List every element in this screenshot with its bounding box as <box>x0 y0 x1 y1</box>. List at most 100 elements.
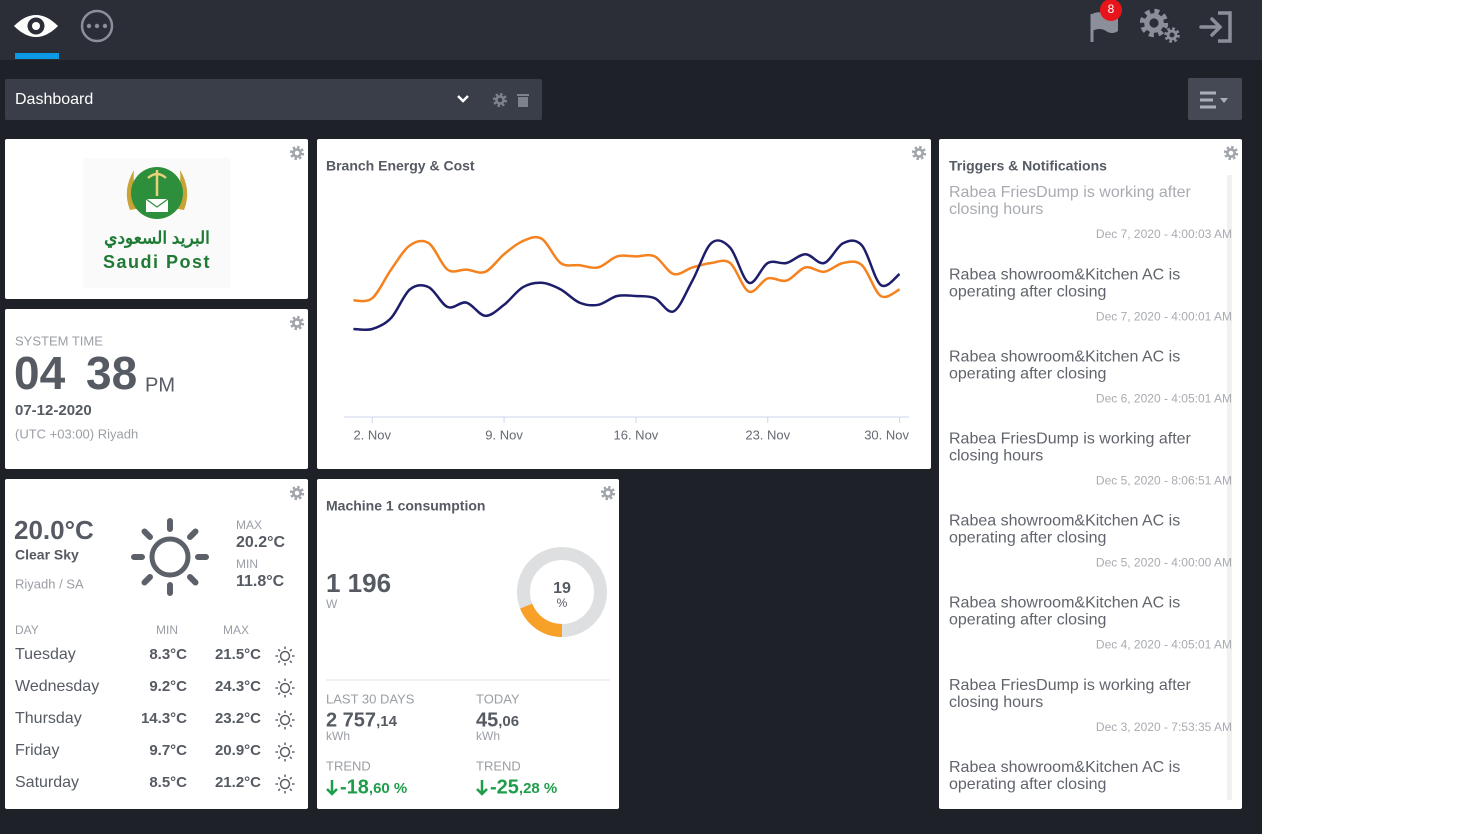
trend-arrow <box>326 780 338 796</box>
weather-widget <box>5 479 308 809</box>
notification-message: Rabea showroom&Kitchen AC is <box>949 595 1180 612</box>
clock-date: 07-12-2020 <box>15 402 92 419</box>
stat-unit: kWh <box>326 729 350 743</box>
clock-minutes: 38 <box>86 347 137 399</box>
machine-title: Machine 1 consumption <box>326 498 485 514</box>
power-unit: W <box>326 597 338 611</box>
forecast-min: 9.7°C <box>149 742 187 759</box>
notification-time: Dec 6, 2020 - 4:05:01 AM <box>1096 391 1232 405</box>
forecast-day: Friday <box>15 742 59 759</box>
power-value: 1 196 <box>326 568 391 598</box>
clock-hours: 04 <box>14 347 66 399</box>
forecast-max: 24.3°C <box>215 678 261 695</box>
forecast-day: Thursday <box>15 710 82 727</box>
stat-label: TREND <box>326 758 371 773</box>
x-tick-label: 30. Nov <box>864 427 909 442</box>
notification-message: closing hours <box>949 448 1043 465</box>
forecast-max: 21.5°C <box>215 646 261 663</box>
stat-integer: 2 757 <box>326 709 376 731</box>
series-line <box>353 239 901 332</box>
notification-message: Rabea FriesDump is working after <box>949 184 1192 201</box>
stat-label: LAST 30 DAYS <box>326 691 415 706</box>
notification-message: operating after closing <box>949 530 1106 547</box>
dashboard-select[interactable] <box>5 79 542 120</box>
saudi-post-emblem <box>83 158 230 288</box>
gauge-unit: % <box>557 596 568 610</box>
stat-label: TODAY <box>476 691 520 706</box>
forecast-sun-icon <box>275 678 295 698</box>
x-tick-label: 2. Nov <box>353 427 391 442</box>
forecast-max: 20.9°C <box>215 742 261 759</box>
max-value: 20.2°C <box>236 534 286 551</box>
clock-widget <box>5 309 308 469</box>
weather-sun-icon <box>131 518 209 596</box>
forecast-min: 9.2°C <box>149 678 187 695</box>
notification-message: closing hours <box>949 201 1043 218</box>
badge-count: 8 <box>1108 2 1115 16</box>
x-tick-label: 9. Nov <box>485 427 523 442</box>
trash-icon[interactable] <box>517 94 529 107</box>
notification-message: operating after closing <box>949 365 1106 382</box>
chart-title: Branch Energy & Cost <box>326 158 475 174</box>
forecast-min: 14.3°C <box>141 710 187 727</box>
stat-decimal: ,60 % <box>369 780 407 797</box>
forecast-day: Wednesday <box>15 678 99 695</box>
view-tab[interactable] <box>14 15 59 59</box>
flag-icon[interactable] <box>1090 0 1122 42</box>
notification-time: Dec 7, 2020 - 4:00:03 AM <box>1096 227 1232 241</box>
clock-timezone: (UTC +03:00) Riyadh <box>15 426 138 441</box>
chevron-icon[interactable] <box>457 95 469 103</box>
location: Riyadh / SA <box>15 576 84 591</box>
stat-label: TREND <box>476 758 521 773</box>
notifications-title: Triggers & Notifications <box>949 158 1107 174</box>
clock-label: SYSTEM TIME <box>15 333 103 348</box>
forecast-day: Tuesday <box>15 646 76 663</box>
forecast-header: MAX <box>223 623 249 637</box>
notification-time: Dec 5, 2020 - 8:06:51 AM <box>1096 473 1232 487</box>
notification-message: operating after closing <box>949 283 1106 300</box>
menu-icon <box>1200 91 1228 109</box>
notification-message: Rabea showroom&Kitchen AC is <box>949 513 1180 530</box>
stat-integer: -18 <box>340 776 369 798</box>
series-line <box>353 235 901 303</box>
forecast-sun-icon <box>275 742 295 762</box>
notification-time: Dec 4, 2020 - 4:05:01 AM <box>1096 638 1232 652</box>
notification-time: Dec 3, 2020 - 7:53:35 AM <box>1096 720 1232 734</box>
forecast-min: 8.5°C <box>149 774 187 791</box>
menu-button[interactable] <box>1188 78 1242 120</box>
gauge-arc <box>517 547 607 637</box>
more-tab[interactable] <box>80 9 114 43</box>
top-bar <box>0 0 1262 60</box>
forecast-sun-icon <box>275 774 295 794</box>
forecast-header: DAY <box>15 623 39 637</box>
scrollbar[interactable] <box>1227 175 1232 800</box>
notification-message: closing hours <box>949 694 1043 711</box>
stat-decimal: ,06 <box>498 713 519 730</box>
logo-arabic: البريد السعودي <box>104 228 210 248</box>
forecast-sun-icon <box>275 646 295 666</box>
forecast-sun-icon <box>275 710 295 730</box>
notification-time: Dec 5, 2020 - 4:00:00 AM <box>1096 556 1232 570</box>
clock-ampm: PM <box>145 374 175 396</box>
notification-message: Rabea FriesDump is working after <box>949 431 1192 448</box>
logo-name: Saudi Post <box>103 252 211 272</box>
dashboard-name: Dashboard <box>15 91 93 108</box>
notification-time: Dec 7, 2020 - 4:00:01 AM <box>1096 309 1232 323</box>
trend-arrow <box>476 780 488 796</box>
forecast-max: 21.2°C <box>215 774 261 791</box>
notification-message: operating after closing <box>949 776 1106 793</box>
min-label: MIN <box>236 557 258 571</box>
x-tick-label: 23. Nov <box>745 427 790 442</box>
x-tick-label: 16. Nov <box>614 427 659 442</box>
forecast-max: 23.2°C <box>215 710 261 727</box>
stat-integer: -25 <box>490 776 519 798</box>
min-value: 11.8°C <box>236 573 285 590</box>
logout-icon[interactable] <box>1199 11 1232 43</box>
notification-message: Rabea FriesDump is working after <box>949 677 1192 694</box>
stat-decimal: ,28 % <box>519 780 557 797</box>
notification-message: operating after closing <box>949 612 1106 629</box>
stat-unit: kWh <box>476 729 500 743</box>
condition: Clear Sky <box>15 547 79 563</box>
